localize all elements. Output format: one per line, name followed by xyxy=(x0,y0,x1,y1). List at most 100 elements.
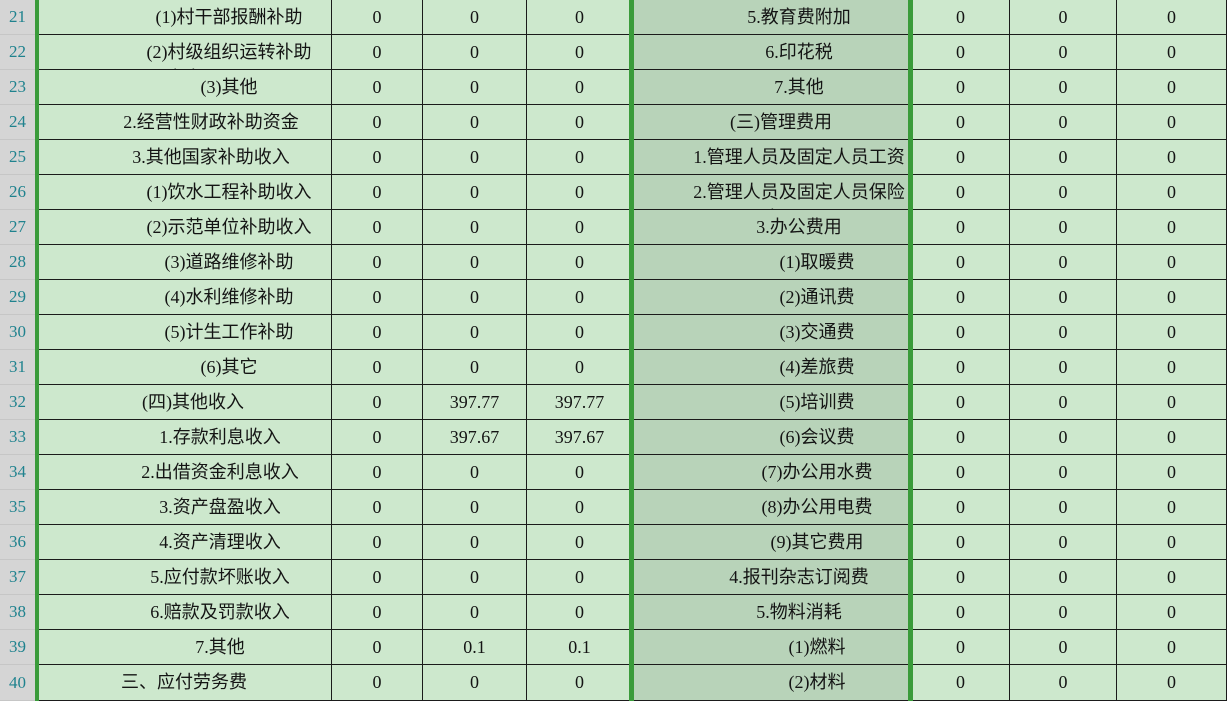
label-cell-right-selected[interactable]: (4)差旅费 xyxy=(633,350,912,385)
label-cell-right-selected[interactable]: (8)办公用电费 xyxy=(633,490,912,525)
value-cell[interactable]: 0 xyxy=(912,560,1010,595)
label-cell-left[interactable]: (3)其他 xyxy=(37,70,332,105)
value-cell[interactable]: 0 xyxy=(1010,105,1117,140)
label-cell-right-selected[interactable]: 7.其他 xyxy=(633,70,912,105)
value-cell[interactable]: 0 xyxy=(332,315,423,350)
value-cell[interactable]: 0 xyxy=(423,70,527,105)
value-cell[interactable]: 0 xyxy=(1010,630,1117,665)
value-cell[interactable]: 0 xyxy=(423,105,527,140)
value-cell[interactable]: 0 xyxy=(912,525,1010,560)
value-cell[interactable]: 0 xyxy=(912,280,1010,315)
value-cell[interactable]: 0.1 xyxy=(423,630,527,665)
label-cell-left[interactable]: (4)水利维修补助 xyxy=(37,280,332,315)
value-cell[interactable]: 0 xyxy=(912,595,1010,630)
value-cell[interactable]: 0 xyxy=(527,560,633,595)
value-cell[interactable]: 0 xyxy=(527,0,633,35)
value-cell[interactable]: 0 xyxy=(1010,665,1117,701)
value-cell[interactable]: 397.67 xyxy=(527,420,633,455)
value-cell[interactable]: 0 xyxy=(332,420,423,455)
value-cell[interactable]: 0 xyxy=(912,630,1010,665)
value-cell[interactable]: 0 xyxy=(1010,315,1117,350)
label-cell-right-selected[interactable]: (3)交通费 xyxy=(633,315,912,350)
row-number[interactable]: 26 xyxy=(0,175,37,210)
value-cell[interactable]: 0 xyxy=(332,630,423,665)
value-cell[interactable]: 0 xyxy=(1010,70,1117,105)
value-cell[interactable]: 0 xyxy=(332,350,423,385)
row-number[interactable]: 40 xyxy=(0,665,37,701)
label-cell-right-selected[interactable]: 4.报刊杂志订阅费 xyxy=(633,560,912,595)
label-cell-right-selected[interactable]: 6.印花税 xyxy=(633,35,912,70)
value-cell[interactable]: 0 xyxy=(1010,350,1117,385)
row-number[interactable]: 35 xyxy=(0,490,37,525)
label-cell-left[interactable]: (6)其它 xyxy=(37,350,332,385)
value-cell[interactable]: 0 xyxy=(1117,280,1227,315)
value-cell[interactable]: 0 xyxy=(527,175,633,210)
value-cell[interactable]: 0 xyxy=(423,595,527,630)
value-cell[interactable]: 0 xyxy=(423,245,527,280)
value-cell[interactable]: 0 xyxy=(527,245,633,280)
label-cell-left[interactable]: (1)饮水工程补助收入 xyxy=(37,175,332,210)
row-number[interactable]: 38 xyxy=(0,595,37,630)
value-cell[interactable]: 0 xyxy=(527,35,633,70)
value-cell[interactable]: 0 xyxy=(423,175,527,210)
row-number[interactable]: 21 xyxy=(0,0,37,35)
label-cell-left[interactable]: 2.经营性财政补助资金 xyxy=(37,105,332,140)
label-cell-right-selected[interactable]: (2)材料 xyxy=(633,665,912,701)
value-cell[interactable]: 397.67 xyxy=(423,420,527,455)
label-cell-right-selected[interactable]: 5.物料消耗 xyxy=(633,595,912,630)
value-cell[interactable]: 0 xyxy=(912,455,1010,490)
value-cell[interactable]: 0 xyxy=(527,525,633,560)
value-cell[interactable]: 0 xyxy=(1117,420,1227,455)
value-cell[interactable]: 0 xyxy=(332,665,423,701)
value-cell[interactable]: 0 xyxy=(423,35,527,70)
label-cell-right-selected[interactable]: 1.管理人员及固定人员工资 xyxy=(633,140,912,175)
value-cell[interactable]: 0 xyxy=(1117,385,1227,420)
row-number[interactable]: 30 xyxy=(0,315,37,350)
value-cell[interactable]: 0 xyxy=(1010,140,1117,175)
value-cell[interactable]: 0 xyxy=(332,595,423,630)
value-cell[interactable]: 0 xyxy=(423,0,527,35)
row-number[interactable]: 29 xyxy=(0,280,37,315)
value-cell[interactable]: 0.1 xyxy=(527,630,633,665)
value-cell[interactable]: 0 xyxy=(912,0,1010,35)
value-cell[interactable]: 0 xyxy=(912,490,1010,525)
row-number[interactable]: 23 xyxy=(0,70,37,105)
value-cell[interactable]: 0 xyxy=(332,105,423,140)
value-cell[interactable]: 0 xyxy=(1117,70,1227,105)
value-cell[interactable]: 0 xyxy=(332,210,423,245)
value-cell[interactable]: 0 xyxy=(527,665,633,701)
value-cell[interactable]: 0 xyxy=(1117,245,1227,280)
value-cell[interactable]: 0 xyxy=(527,105,633,140)
value-cell[interactable]: 0 xyxy=(1010,280,1117,315)
label-cell-left[interactable]: 7.其他 xyxy=(37,630,332,665)
value-cell[interactable]: 0 xyxy=(1117,665,1227,701)
value-cell[interactable]: 0 xyxy=(527,210,633,245)
label-cell-left[interactable]: (5)计生工作补助 xyxy=(37,315,332,350)
row-number[interactable]: 32 xyxy=(0,385,37,420)
row-number[interactable]: 27 xyxy=(0,210,37,245)
value-cell[interactable]: 397.77 xyxy=(527,385,633,420)
value-cell[interactable]: 0 xyxy=(527,280,633,315)
value-cell[interactable]: 0 xyxy=(332,245,423,280)
label-cell-right-selected[interactable]: (7)办公用水费 xyxy=(633,455,912,490)
value-cell[interactable]: 0 xyxy=(912,35,1010,70)
value-cell[interactable]: 0 xyxy=(1117,105,1227,140)
value-cell[interactable]: 0 xyxy=(912,175,1010,210)
value-cell[interactable]: 0 xyxy=(423,665,527,701)
row-number[interactable]: 33 xyxy=(0,420,37,455)
value-cell[interactable]: 0 xyxy=(332,0,423,35)
value-cell[interactable]: 0 xyxy=(1010,455,1117,490)
label-cell-left[interactable]: 5.应付款坏账收入 xyxy=(37,560,332,595)
value-cell[interactable]: 0 xyxy=(912,315,1010,350)
label-cell-left[interactable]: 1.存款利息收入 xyxy=(37,420,332,455)
value-cell[interactable]: 0 xyxy=(423,315,527,350)
label-cell-right-selected[interactable]: (5)培训费 xyxy=(633,385,912,420)
label-cell-left[interactable]: (2)示范单位补助收入 xyxy=(37,210,332,245)
label-cell-left[interactable]: (1)村干部报酬补助 xyxy=(37,0,332,35)
value-cell[interactable]: 0 xyxy=(1010,0,1117,35)
row-number[interactable]: 31 xyxy=(0,350,37,385)
label-cell-left[interactable]: 4.资产清理收入 xyxy=(37,525,332,560)
label-cell-right-selected[interactable]: 2.管理人员及固定人员保险 金 xyxy=(633,175,912,210)
value-cell[interactable]: 0 xyxy=(527,455,633,490)
value-cell[interactable]: 0 xyxy=(1117,350,1227,385)
